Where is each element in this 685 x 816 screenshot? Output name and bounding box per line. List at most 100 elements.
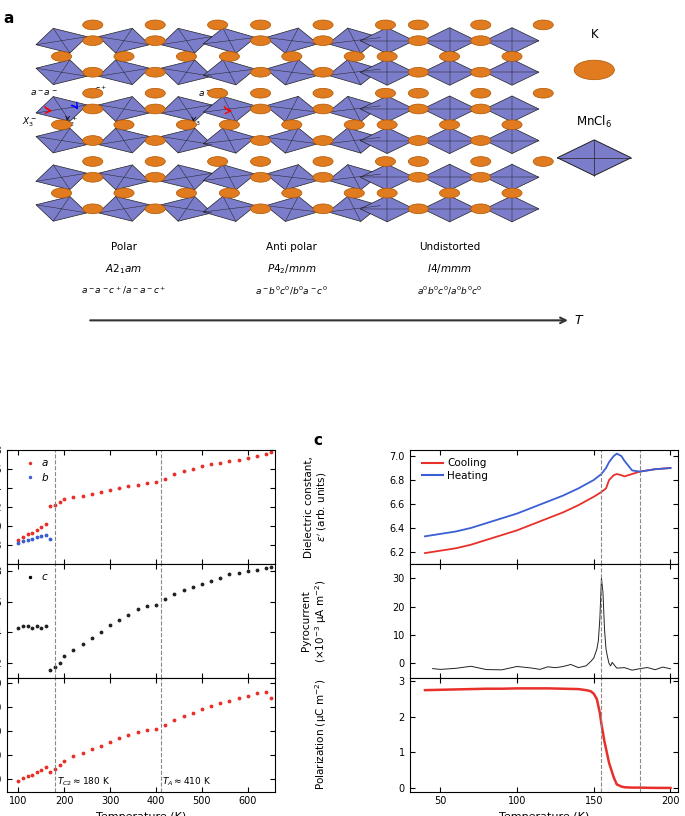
- Circle shape: [471, 68, 491, 77]
- Polygon shape: [485, 96, 539, 122]
- Circle shape: [251, 36, 271, 46]
- Circle shape: [440, 120, 460, 130]
- Text: $T_A$$\approx$410 K: $T_A$$\approx$410 K: [162, 775, 212, 788]
- Polygon shape: [36, 197, 87, 221]
- Circle shape: [313, 104, 333, 114]
- Polygon shape: [161, 29, 212, 53]
- Circle shape: [219, 188, 240, 198]
- Polygon shape: [328, 60, 380, 85]
- Polygon shape: [203, 28, 256, 53]
- Polygon shape: [99, 165, 149, 189]
- Circle shape: [83, 88, 103, 98]
- Circle shape: [282, 51, 302, 61]
- Polygon shape: [423, 164, 477, 190]
- Polygon shape: [558, 140, 631, 175]
- Circle shape: [440, 51, 460, 61]
- Text: $c^+$: $c^+$: [94, 83, 108, 95]
- Circle shape: [282, 188, 302, 198]
- Circle shape: [375, 20, 395, 30]
- Polygon shape: [485, 127, 539, 153]
- Text: a: a: [3, 11, 14, 26]
- Circle shape: [313, 88, 333, 98]
- Circle shape: [219, 51, 240, 61]
- Y-axis label: Polarization (μC m$^{-2}$): Polarization (μC m$^{-2}$): [313, 679, 329, 791]
- Text: $T_{C2}$$\approx$180 K: $T_{C2}$$\approx$180 K: [57, 775, 110, 788]
- Text: $a^-a^-c^+$/$a^-a^-c^+$: $a^-a^-c^+$/$a^-a^-c^+$: [82, 285, 166, 296]
- Circle shape: [502, 120, 522, 130]
- Text: Undistorted: Undistorted: [419, 242, 480, 252]
- Polygon shape: [423, 60, 477, 85]
- Circle shape: [145, 135, 165, 145]
- Polygon shape: [360, 28, 414, 54]
- Circle shape: [145, 172, 165, 182]
- Polygon shape: [266, 96, 318, 122]
- Circle shape: [574, 60, 614, 80]
- Circle shape: [251, 135, 271, 145]
- Circle shape: [471, 20, 491, 30]
- Polygon shape: [161, 128, 212, 153]
- Circle shape: [83, 204, 103, 214]
- Circle shape: [176, 51, 197, 61]
- Circle shape: [471, 204, 491, 214]
- Polygon shape: [99, 29, 149, 53]
- Polygon shape: [485, 60, 539, 85]
- Circle shape: [251, 157, 271, 166]
- Text: $a^-b^0c^0$/$b^0a^-c^0$: $a^-b^0c^0$/$b^0a^-c^0$: [256, 285, 328, 297]
- Polygon shape: [266, 60, 318, 85]
- Circle shape: [408, 157, 428, 166]
- Polygon shape: [203, 196, 256, 221]
- Circle shape: [251, 172, 271, 182]
- Circle shape: [440, 188, 460, 198]
- Polygon shape: [36, 96, 87, 122]
- Circle shape: [471, 157, 491, 166]
- Text: $a^-a^-$: $a^-a^-$: [30, 88, 58, 98]
- Y-axis label: Pyrocurrent
($\times$10$^{-3}$ μA m$^{-2}$): Pyrocurrent ($\times$10$^{-3}$ μA m$^{-2…: [301, 579, 329, 663]
- Circle shape: [219, 120, 240, 130]
- Circle shape: [408, 88, 428, 98]
- Polygon shape: [423, 28, 477, 54]
- Circle shape: [408, 20, 428, 30]
- Circle shape: [145, 204, 165, 214]
- Text: c: c: [313, 432, 322, 448]
- Polygon shape: [36, 128, 87, 153]
- Circle shape: [83, 20, 103, 30]
- Circle shape: [145, 157, 165, 166]
- Text: $P4_2/mnm$: $P4_2/mnm$: [267, 262, 316, 276]
- Circle shape: [377, 51, 397, 61]
- Circle shape: [83, 172, 103, 182]
- Polygon shape: [203, 165, 256, 190]
- Circle shape: [145, 104, 165, 114]
- Legend: Cooling, Heating: Cooling, Heating: [420, 456, 490, 482]
- Polygon shape: [360, 164, 414, 190]
- Circle shape: [377, 120, 397, 130]
- Polygon shape: [423, 196, 477, 222]
- Polygon shape: [360, 60, 414, 85]
- Circle shape: [533, 20, 553, 30]
- Text: $T$: $T$: [574, 314, 584, 327]
- Circle shape: [145, 20, 165, 30]
- Circle shape: [51, 188, 72, 198]
- Polygon shape: [485, 196, 539, 222]
- Circle shape: [344, 120, 364, 130]
- Circle shape: [83, 68, 103, 77]
- Polygon shape: [99, 128, 149, 153]
- Text: MnCl$_6$: MnCl$_6$: [576, 114, 612, 130]
- Y-axis label: Dielectric constant,
$\varepsilon'$ (arb. units): Dielectric constant, $\varepsilon'$ (arb…: [303, 456, 329, 558]
- Circle shape: [176, 120, 197, 130]
- Polygon shape: [266, 165, 318, 190]
- Circle shape: [375, 157, 395, 166]
- Circle shape: [313, 204, 333, 214]
- Circle shape: [251, 204, 271, 214]
- Circle shape: [114, 120, 134, 130]
- Circle shape: [83, 135, 103, 145]
- Circle shape: [471, 36, 491, 46]
- Circle shape: [533, 88, 553, 98]
- Circle shape: [408, 104, 428, 114]
- Polygon shape: [266, 196, 318, 221]
- Polygon shape: [36, 29, 87, 53]
- Circle shape: [251, 88, 271, 98]
- Polygon shape: [328, 128, 380, 153]
- Circle shape: [251, 20, 271, 30]
- Polygon shape: [328, 196, 380, 221]
- Circle shape: [533, 157, 553, 166]
